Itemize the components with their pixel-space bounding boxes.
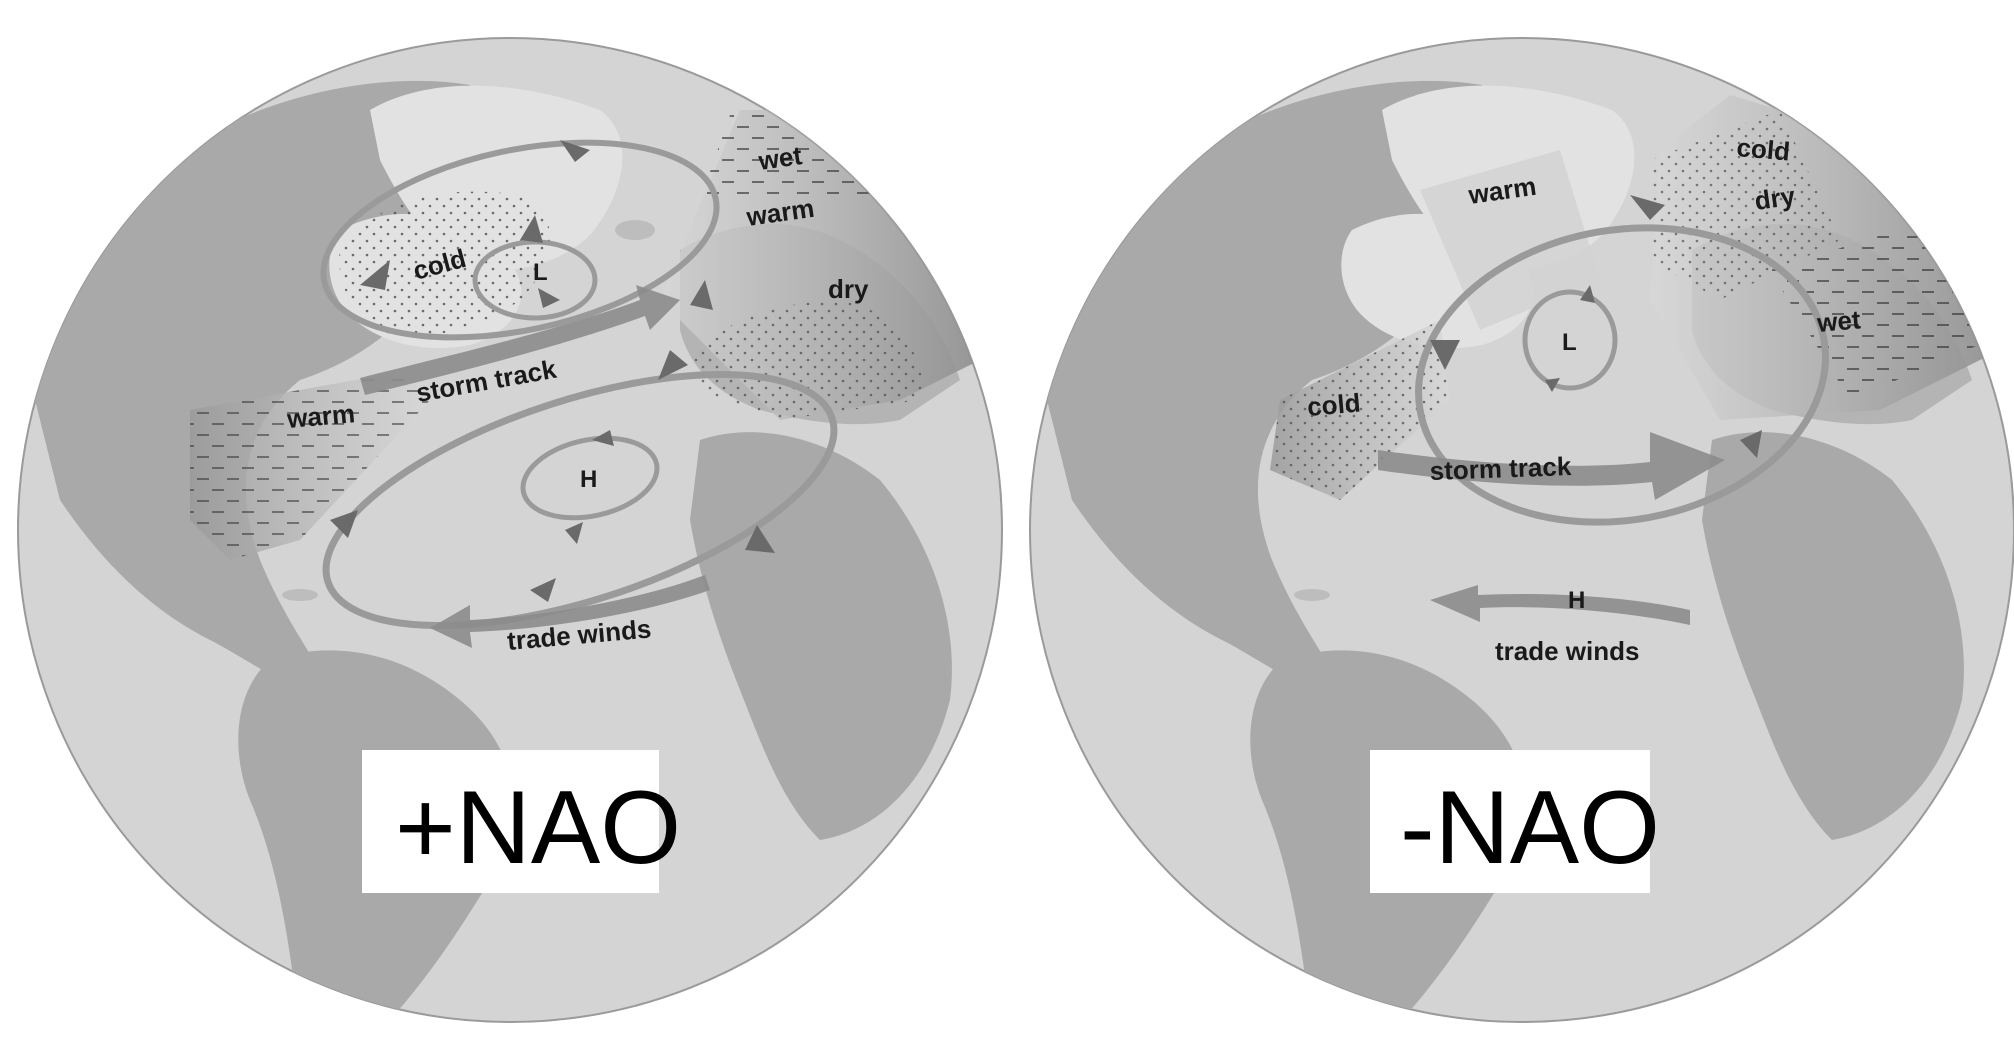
low-outer-ring bbox=[1415, 224, 1829, 526]
storm-track-arrow bbox=[1378, 432, 1725, 500]
circulation-arrowheads bbox=[1430, 195, 1762, 458]
high-outer-ring bbox=[322, 370, 838, 630]
label-high: H bbox=[580, 466, 597, 493]
trade-winds-arrow bbox=[1430, 585, 1690, 625]
label-low: L bbox=[1562, 329, 1577, 356]
low-inner-ring bbox=[1522, 289, 1618, 391]
panel-negative-nao: cold dry warm wet L cold storm track H t… bbox=[1029, 37, 2014, 1023]
high-inner-ring bbox=[520, 435, 660, 521]
circulation-arrowheads bbox=[330, 140, 775, 602]
label-low: L bbox=[533, 259, 548, 286]
land-caribbean bbox=[282, 589, 318, 601]
region-dry-dots bbox=[1650, 110, 1840, 300]
trade-winds-arrow bbox=[430, 575, 710, 648]
land-caribbean bbox=[1294, 589, 1330, 601]
title-box-negative bbox=[1370, 750, 1650, 893]
title-positive: +NAO bbox=[395, 770, 681, 886]
region-cold bbox=[339, 191, 550, 337]
label-dry: dry bbox=[1753, 181, 1798, 216]
label-trade-winds: trade winds bbox=[1495, 636, 1639, 666]
label-cold-us: cold bbox=[1306, 387, 1362, 422]
region-dry-dots bbox=[690, 300, 922, 420]
land-africa bbox=[1702, 432, 1964, 840]
label-cold-europe: cold bbox=[1735, 132, 1791, 167]
title-box-positive bbox=[362, 750, 659, 893]
region-warm-greenland bbox=[1420, 150, 1600, 330]
low-inner-ring bbox=[472, 239, 598, 321]
label-high: H bbox=[1568, 587, 1585, 614]
label-wet: wet bbox=[756, 140, 804, 176]
storm-track-arrow bbox=[360, 285, 680, 395]
region-cold-us-dots bbox=[1270, 320, 1450, 500]
label-storm-track: storm track bbox=[1429, 451, 1572, 486]
low-outer-ring bbox=[320, 139, 720, 341]
label-dry: dry bbox=[828, 274, 869, 304]
label-warm-us: warm bbox=[285, 398, 356, 434]
land-iceland bbox=[615, 220, 655, 240]
region-warm-us-dashes bbox=[190, 370, 430, 560]
label-wet: wet bbox=[1815, 304, 1862, 338]
panel-positive-nao: wet warm dry cold L storm track warm H t… bbox=[17, 37, 1003, 1023]
title-negative: -NAO bbox=[1400, 770, 1660, 886]
